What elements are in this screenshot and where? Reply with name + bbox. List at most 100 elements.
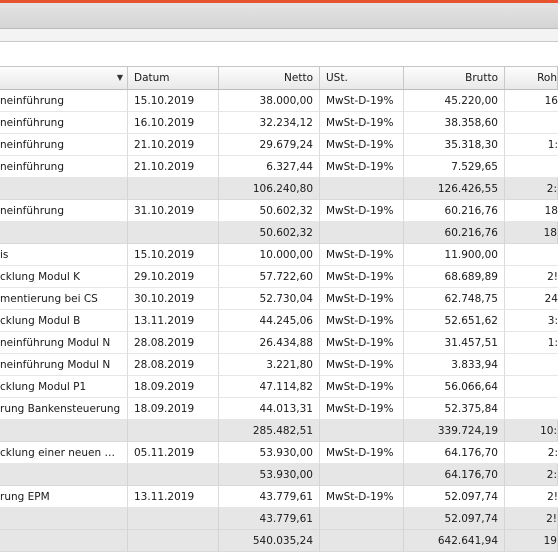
cell-datum: 18.09.2019: [128, 398, 219, 420]
cell-roh: 2:: [505, 464, 558, 486]
cell-netto: 53.930,00: [219, 464, 320, 486]
cell-roh: [505, 398, 558, 420]
cell-ust: MwSt-D-19%: [320, 112, 404, 134]
cell-brutto: 52.651,62: [404, 310, 505, 332]
cell-datum: 16.10.2019: [128, 112, 219, 134]
cell-datum: 31.10.2019: [128, 200, 219, 222]
toolbar-strip: [0, 29, 558, 42]
cell-brutto: 3.833,94: [404, 354, 505, 376]
cell-datum: 21.10.2019: [128, 156, 219, 178]
cell-brutto: 35.318,30: [404, 134, 505, 156]
cell-roh: 2:: [505, 442, 558, 464]
table-row[interactable]: rung Bankensteuerung 18.09.2019 44.013,31 M…: [0, 398, 558, 420]
cell-brutto: 64.176,70: [404, 464, 505, 486]
cell-netto: 43.779,61: [219, 486, 320, 508]
cell-ust: MwSt-D-19%: [320, 288, 404, 310]
table-row[interactable]: rung EPM 13.11.2019 43.779,61 MwSt-D-19% 52.…: [0, 486, 558, 508]
table-row[interactable]: neinführung 16.10.2019 32.234,12 MwSt-D-19%…: [0, 112, 558, 134]
chevron-down-icon[interactable]: ▼: [116, 73, 124, 82]
cell-datum: 13.11.2019: [128, 310, 219, 332]
cell-description: neinführung: [0, 156, 128, 178]
cell-description: cklung einer neuen Ben...: [0, 442, 128, 464]
cell-netto: 106.240,80: [219, 178, 320, 200]
cell-description: [0, 464, 128, 486]
cell-datum: 21.10.2019: [128, 134, 219, 156]
cell-datum: 05.11.2019: [128, 442, 219, 464]
table-row[interactable]: cklung Modul B 13.11.2019 44.245,06 MwSt-D-…: [0, 310, 558, 332]
cell-netto: 10.000,00: [219, 244, 320, 266]
cell-roh: [505, 354, 558, 376]
cell-datum: [128, 530, 219, 552]
table-row[interactable]: is 15.10.2019 10.000,00 MwSt-D-19% 11.900,00: [0, 244, 558, 266]
cell-ust: MwSt-D-19%: [320, 332, 404, 354]
cell-brutto: 642.641,94: [404, 530, 505, 552]
column-header-ust[interactable]: USt.: [320, 67, 404, 89]
cell-datum: [128, 464, 219, 486]
cell-datum: 30.10.2019: [128, 288, 219, 310]
subtotal-row[interactable]: 106.240,80 126.426,55 2:: [0, 178, 558, 200]
cell-roh: 24: [505, 288, 558, 310]
table-row[interactable]: cklung einer neuen Ben... 05.11.2019 53.93…: [0, 442, 558, 464]
cell-ust: MwSt-D-19%: [320, 310, 404, 332]
cell-ust: MwSt-D-19%: [320, 354, 404, 376]
cell-description: neinführung Modul N: [0, 354, 128, 376]
table-row[interactable]: neinführung 21.10.2019 6.327,44 MwSt-D-19% 7…: [0, 156, 558, 178]
cell-description: neinführung: [0, 112, 128, 134]
window-accent-bar: [0, 0, 558, 3]
table-row[interactable]: neinführung Modul N 28.08.2019 3.221,80 MwS…: [0, 354, 558, 376]
cell-roh: 10:: [505, 420, 558, 442]
cell-roh: [505, 112, 558, 134]
table-row[interactable]: neinführung 31.10.2019 50.602,32 MwSt-D-19%…: [0, 200, 558, 222]
cell-netto: 3.221,80: [219, 354, 320, 376]
column-header-description[interactable]: ▼: [0, 67, 128, 89]
cell-description: neinführung: [0, 90, 128, 112]
cell-roh: 18: [505, 200, 558, 222]
cell-ust: MwSt-D-19%: [320, 134, 404, 156]
subtotal-row[interactable]: 50.602,32 60.216,76 18: [0, 222, 558, 244]
subtotal-row[interactable]: 53.930,00 64.176,70 2:: [0, 464, 558, 486]
cell-description: cklung Modul B: [0, 310, 128, 332]
cell-roh: 2!: [505, 266, 558, 288]
cell-brutto: 60.216,76: [404, 222, 505, 244]
cell-ust: MwSt-D-19%: [320, 442, 404, 464]
filter-area: [0, 42, 558, 66]
cell-description: rung EPM: [0, 486, 128, 508]
cell-ust: [320, 420, 404, 442]
cell-roh: 2:: [505, 178, 558, 200]
cell-description: neinführung: [0, 134, 128, 156]
column-header-roh[interactable]: Roh: [505, 67, 558, 89]
cell-brutto: 60.216,76: [404, 200, 505, 222]
cell-brutto: 68.689,89: [404, 266, 505, 288]
column-header-brutto[interactable]: Brutto: [404, 67, 505, 89]
cell-datum: 18.09.2019: [128, 376, 219, 398]
table-row[interactable]: neinführung 21.10.2019 29.679,24 MwSt-D-19%…: [0, 134, 558, 156]
cell-datum: 13.11.2019: [128, 486, 219, 508]
cell-ust: MwSt-D-19%: [320, 200, 404, 222]
table-row[interactable]: cklung Modul P1 18.09.2019 47.114,82 MwSt-D…: [0, 376, 558, 398]
cell-netto: 44.245,06: [219, 310, 320, 332]
subtotal-row[interactable]: 285.482,51 339.724,19 10:: [0, 420, 558, 442]
cell-netto: 6.327,44: [219, 156, 320, 178]
cell-brutto: 38.358,60: [404, 112, 505, 134]
cell-description: cklung Modul K: [0, 266, 128, 288]
cell-brutto: 52.097,74: [404, 508, 505, 530]
subtotal-row[interactable]: 540.035,24 642.641,94 19: [0, 530, 558, 552]
table-row[interactable]: neinführung Modul N 28.08.2019 26.434,88 Mw…: [0, 332, 558, 354]
cell-ust: MwSt-D-19%: [320, 486, 404, 508]
cell-ust: MwSt-D-19%: [320, 90, 404, 112]
cell-netto: 53.930,00: [219, 442, 320, 464]
column-header-datum[interactable]: Datum: [128, 67, 219, 89]
cell-netto: 47.114,82: [219, 376, 320, 398]
column-header-netto[interactable]: Netto: [219, 67, 320, 89]
cell-netto: 285.482,51: [219, 420, 320, 442]
table-row[interactable]: neinführung 15.10.2019 38.000,00 MwSt-D-19%…: [0, 90, 558, 112]
subtotal-row[interactable]: 43.779,61 52.097,74 2!: [0, 508, 558, 530]
cell-brutto: 62.748,75: [404, 288, 505, 310]
cell-datum: 15.10.2019: [128, 90, 219, 112]
cell-roh: 2!: [505, 486, 558, 508]
cell-brutto: 52.375,84: [404, 398, 505, 420]
cell-netto: 26.434,88: [219, 332, 320, 354]
cell-roh: 1:: [505, 134, 558, 156]
table-row[interactable]: mentierung bei CS 30.10.2019 52.730,04 MwSt…: [0, 288, 558, 310]
table-row[interactable]: cklung Modul K 29.10.2019 57.722,60 MwSt-D-…: [0, 266, 558, 288]
